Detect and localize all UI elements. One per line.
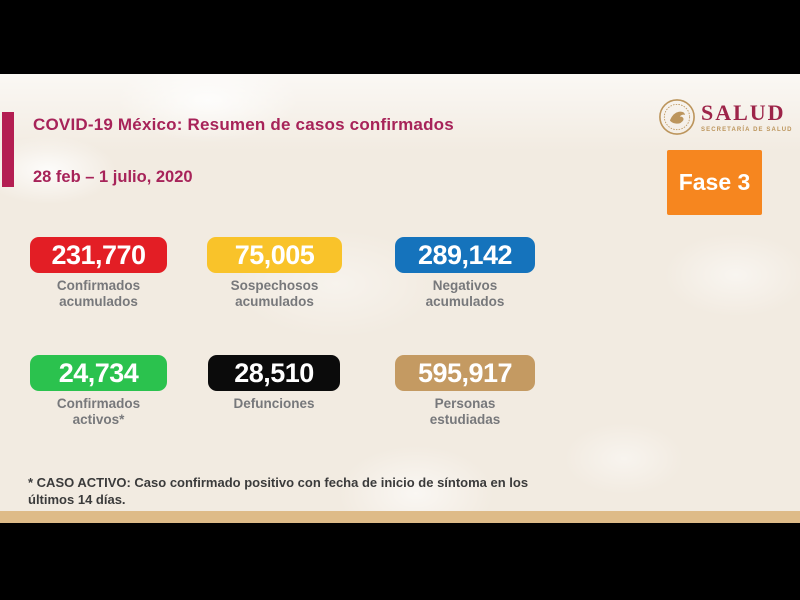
stat-box: 595,917: [395, 355, 535, 391]
slide-content: COVID-19 México: Resumen de casos confir…: [0, 74, 800, 511]
bottom-letterbox: [0, 523, 800, 600]
stat-label: Defunciones: [233, 396, 315, 411]
salud-wordmark-block: SALUD SECRETARÍA DE SALUD: [701, 98, 793, 134]
stat-card-sospechosos-acumulados: 75,005 Sospechosos acumulados: [207, 237, 342, 310]
stat-value: 231,770: [51, 239, 146, 270]
page-title: COVID-19 México: Resumen de casos confir…: [33, 115, 454, 134]
stat-label: Confirmados acumulados: [56, 278, 141, 309]
phase-badge-label: Fase 3: [678, 169, 751, 195]
stat-label: Confirmados activos*: [56, 396, 141, 427]
stat-label: Negativos acumulados: [425, 278, 505, 309]
active-case-footnote: * CASO ACTIVO: Caso confirmado positivo …: [28, 475, 529, 507]
stat-box: 28,510: [208, 355, 340, 391]
stat-box: 231,770: [30, 237, 167, 273]
stat-box: 24,734: [30, 355, 167, 391]
stat-label: Sospechosos acumulados: [230, 278, 319, 309]
salud-wordmark: SALUD: [701, 100, 786, 125]
salud-subtitle: SECRETARÍA DE SALUD: [701, 127, 793, 133]
stat-card-personas-estudiadas: 595,917 Personas estudiadas: [395, 355, 535, 428]
stat-label: Personas estudiadas: [429, 396, 501, 427]
stat-card-confirmados-activos: 24,734 Confirmados activos*: [30, 355, 167, 428]
stat-value: 289,142: [417, 239, 513, 270]
stat-card-defunciones: 28,510 Defunciones: [208, 355, 340, 412]
stat-card-confirmados-acumulados: 231,770 Confirmados acumulados: [30, 237, 167, 310]
stat-value: 28,510: [234, 357, 314, 388]
stat-card-negativos-acumulados: 289,142 Negativos acumulados: [395, 237, 535, 310]
salud-seal-icon: [659, 99, 695, 135]
stat-value: 595,917: [417, 357, 513, 388]
stat-box: 75,005: [207, 237, 342, 273]
stat-box: 289,142: [395, 237, 535, 273]
stat-value: 24,734: [58, 357, 139, 388]
date-range: 28 feb – 1 julio, 2020: [33, 168, 193, 186]
bottom-accent-bar: [0, 511, 800, 523]
salud-logo: SALUD SECRETARÍA DE SALUD: [658, 98, 793, 136]
phase-badge: Fase 3: [667, 150, 762, 215]
left-accent-bar: [2, 112, 14, 187]
top-letterbox: [0, 0, 800, 74]
stat-value: 75,005: [234, 239, 315, 270]
